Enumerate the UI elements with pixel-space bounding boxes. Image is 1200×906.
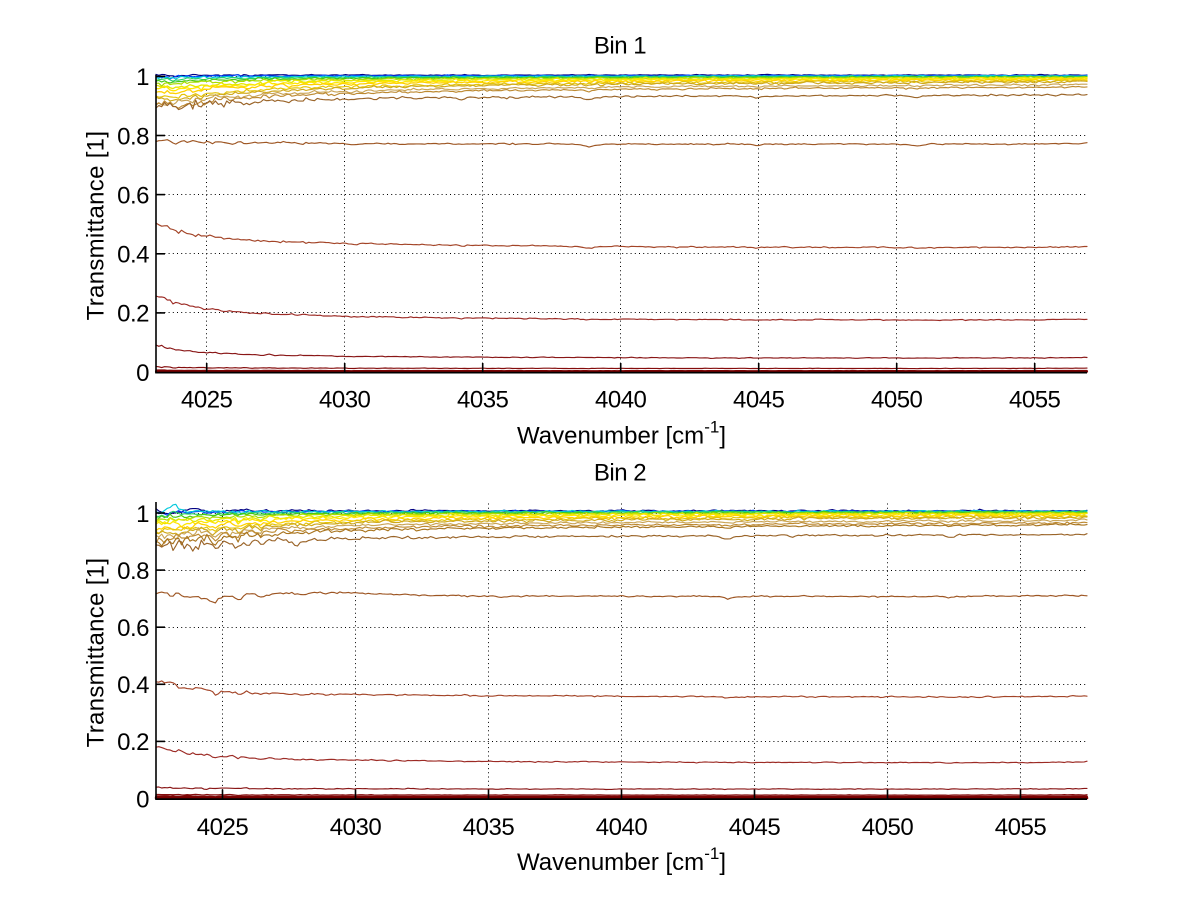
svg-text:4045: 4045 (729, 814, 781, 841)
svg-text:4030: 4030 (330, 814, 382, 841)
svg-text:0.4: 0.4 (117, 242, 149, 269)
svg-text:1: 1 (136, 501, 149, 528)
svg-text:0: 0 (136, 786, 149, 813)
svg-text:4050: 4050 (862, 814, 914, 841)
svg-text:Bin 2: Bin 2 (594, 459, 646, 486)
svg-text:4055: 4055 (1009, 386, 1061, 413)
svg-text:4055: 4055 (995, 814, 1047, 841)
svg-text:0.4: 0.4 (117, 672, 149, 699)
svg-text:4050: 4050 (871, 386, 923, 413)
svg-text:4035: 4035 (463, 814, 515, 841)
svg-text:4045: 4045 (733, 386, 785, 413)
svg-text:4040: 4040 (595, 386, 647, 413)
svg-text:1: 1 (136, 64, 149, 91)
svg-text:4035: 4035 (457, 386, 509, 413)
svg-text:Wavenumber [cm-1]: Wavenumber [cm-1] (517, 418, 726, 450)
svg-text:Wavenumber [cm-1]: Wavenumber [cm-1] (517, 844, 726, 876)
svg-text:Transmittance [1]: Transmittance [1] (83, 558, 110, 748)
svg-text:0.2: 0.2 (117, 729, 149, 756)
svg-text:0: 0 (136, 360, 149, 387)
svg-text:Bin 1: Bin 1 (594, 32, 646, 59)
svg-text:0.8: 0.8 (117, 558, 149, 585)
svg-text:4030: 4030 (319, 386, 371, 413)
svg-text:Transmittance [1]: Transmittance [1] (83, 131, 110, 321)
svg-text:4025: 4025 (181, 386, 233, 413)
svg-text:0.6: 0.6 (117, 182, 149, 209)
svg-text:0.2: 0.2 (117, 301, 149, 328)
svg-text:0.6: 0.6 (117, 615, 149, 642)
svg-text:4040: 4040 (596, 814, 648, 841)
svg-text:4025: 4025 (197, 814, 249, 841)
svg-text:0.8: 0.8 (117, 123, 149, 150)
